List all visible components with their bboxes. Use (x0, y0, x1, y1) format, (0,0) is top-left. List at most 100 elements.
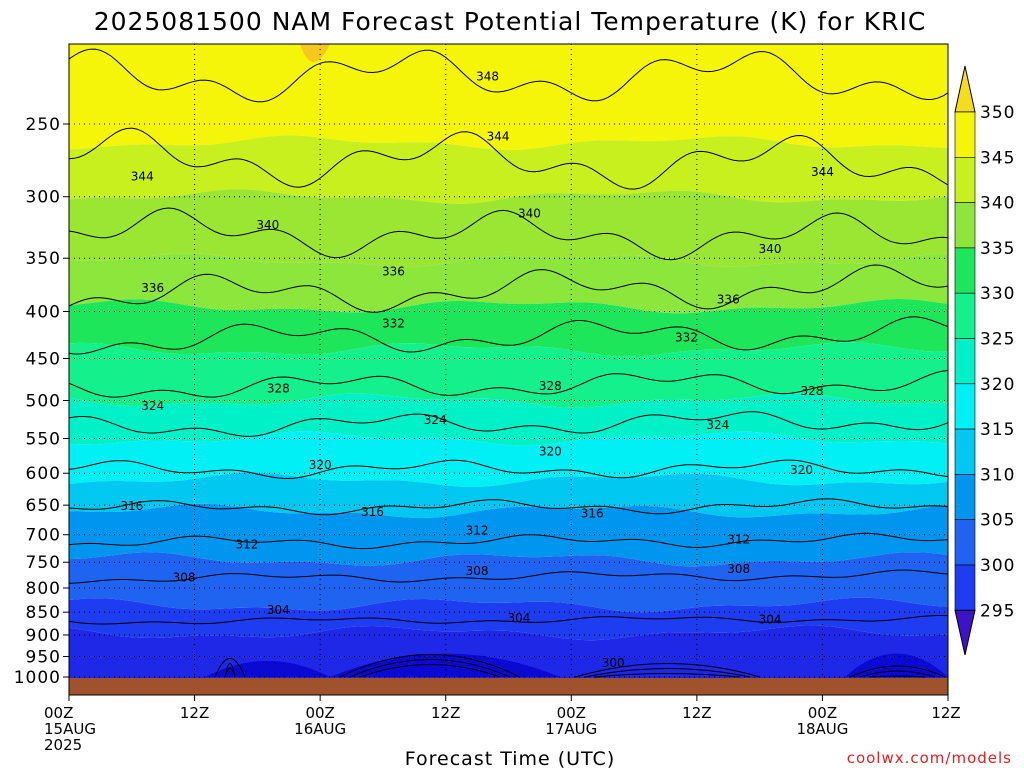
colorbar-label: 310 (980, 465, 1015, 485)
contour-line (859, 670, 936, 678)
x-tick-label: 12Z (180, 704, 209, 722)
fill-band (69, 135, 948, 204)
contour-label: 304 (759, 613, 782, 627)
x-tick-label: 00Z (808, 704, 837, 722)
contour-line (594, 673, 741, 678)
x-tick-label: 15AUG (44, 720, 96, 738)
y-tick-label: 300 (26, 188, 61, 208)
colorbar-swatch (954, 157, 976, 203)
colorbar-label: 305 (980, 511, 1015, 531)
contour-line (849, 665, 946, 678)
contour-lines (68, 48, 949, 678)
colorbar-swatch (954, 111, 976, 158)
colorbar-label: 340 (980, 194, 1015, 214)
colorbar-label: 345 (980, 148, 1015, 168)
fill-band (69, 299, 948, 357)
colorbar-swatch (954, 519, 976, 566)
x-tick-label: 12Z (931, 704, 960, 722)
contour-label: 328 (539, 379, 562, 393)
contour-label: 328 (801, 384, 824, 398)
contour-label: 328 (267, 381, 290, 395)
fill-band (69, 625, 948, 695)
contour-label: 316 (581, 507, 604, 521)
contour-line (349, 659, 511, 678)
contour-label: 336 (141, 281, 164, 295)
x-tick-label: 12Z (682, 704, 711, 722)
y-tick-label: 450 (26, 349, 61, 369)
colorbar-label: 300 (980, 556, 1015, 576)
chart-title: 2025081500 NAM Forecast Potential Temper… (94, 7, 927, 36)
contour-label: 344 (131, 169, 154, 183)
colorbar-label: 350 (980, 103, 1015, 123)
plot-frame (68, 43, 949, 696)
contour-line (68, 127, 949, 190)
y-tick-label: 750 (26, 553, 61, 573)
contour-line (68, 48, 949, 103)
contour-label: 332 (675, 331, 698, 345)
y-tick-label: 500 (26, 392, 61, 412)
fill-band (205, 661, 330, 677)
colorbar-label: 295 (980, 601, 1015, 621)
y-tick-label: 800 (26, 579, 61, 599)
contour-line (224, 668, 236, 678)
contour-line (68, 264, 949, 313)
contour-label: 344 (811, 165, 834, 179)
colorbar-extend-bottom (954, 609, 976, 656)
x-tick-label: 17AUG (545, 720, 597, 738)
colorbar-label: 325 (980, 330, 1015, 350)
contour-label: 316 (120, 499, 143, 513)
contour-label: 300 (602, 656, 625, 670)
fill-band (69, 597, 948, 641)
fill-band (69, 44, 948, 151)
fill-band (845, 653, 948, 677)
contour-label: 332 (382, 316, 405, 330)
contour-line (68, 459, 949, 480)
contour-line (68, 615, 949, 625)
contour-label: 316 (361, 505, 384, 519)
y-tick-label: 250 (26, 115, 61, 135)
contour-line (68, 411, 949, 437)
x-tick-label: 00Z (44, 704, 73, 722)
contour-label: 312 (466, 524, 489, 538)
plot-fill-bands (69, 44, 948, 695)
contour-line (214, 658, 246, 678)
contour-label: 336 (717, 292, 740, 306)
y-tick-label: 1000 (14, 668, 61, 688)
contour-label: 304 (267, 603, 290, 617)
x-tick-label: 18AUG (796, 720, 848, 738)
colorbar: 350 345 340 335 330 325 320 315 310 305 300 295 (954, 65, 1015, 656)
x-tick-label: 00Z (305, 704, 334, 722)
y-tick-label: 650 (26, 496, 61, 516)
contour-line (68, 532, 949, 550)
y-tick-label: 700 (26, 526, 61, 546)
contour-line (584, 668, 751, 678)
contour-line (869, 675, 926, 678)
colorbar-swatch (954, 428, 976, 475)
colorbar-swatch (954, 292, 976, 339)
credit-text: coolwx.com/models (847, 749, 1012, 767)
x-tick-label: 2025 (44, 736, 82, 754)
x-tick-label: 12Z (431, 704, 460, 722)
contour-label: 312 (727, 532, 750, 546)
fill-band (69, 189, 948, 268)
contour-line (339, 654, 521, 678)
y-tick-label: 550 (26, 430, 61, 450)
fill-band (69, 393, 948, 446)
contour-line (359, 664, 501, 678)
y-tick-label: 350 (26, 249, 61, 269)
y-tick-label: 900 (26, 626, 61, 646)
colorbar-swatch (954, 383, 976, 430)
colorbar-label: 335 (980, 239, 1015, 259)
colorbar-swatch (954, 202, 976, 249)
colorbar-label: 320 (980, 375, 1015, 395)
contour-label: 304 (508, 611, 531, 625)
contour-label: 340 (759, 242, 782, 256)
contour-label: 312 (235, 537, 258, 551)
contour-line (68, 498, 949, 516)
fill-band (69, 503, 948, 567)
colorbar-label: 315 (980, 420, 1015, 440)
colorbar-swatch (954, 247, 976, 294)
